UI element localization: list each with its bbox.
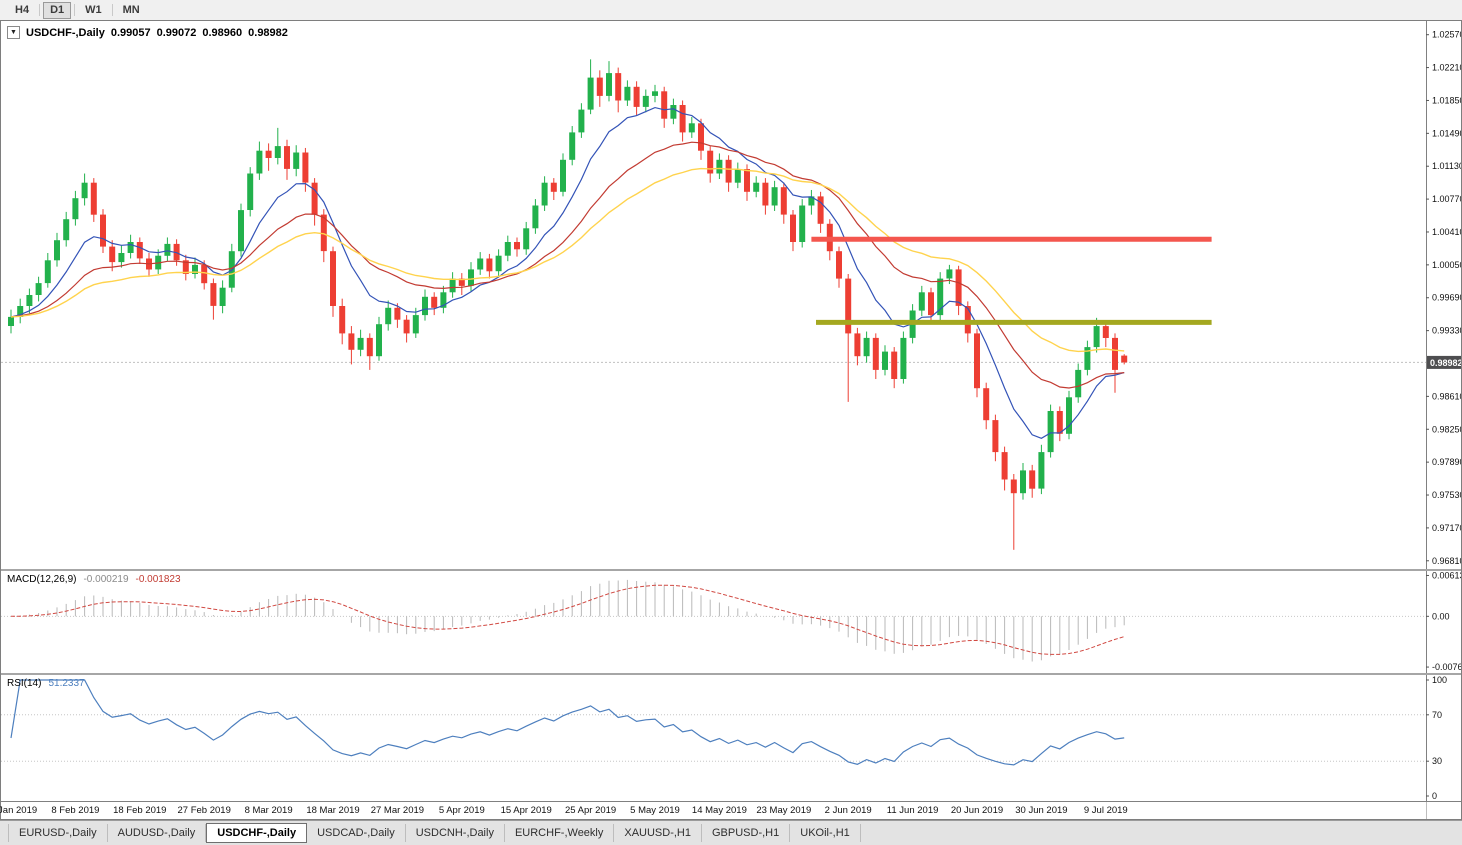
timeframe-button-h4[interactable]: H4 <box>8 2 36 19</box>
ma-mid-line <box>10 141 1125 389</box>
collapse-chart-icon[interactable]: ▼ <box>7 26 20 39</box>
svg-text:0.98982: 0.98982 <box>1430 358 1461 368</box>
timeframe-toolbar: H4 D1 W1 MN <box>0 0 1462 20</box>
x-axis-label: 8 Mar 2019 <box>244 805 293 816</box>
macd-signal-line <box>10 584 1125 655</box>
chart-tab-audusd[interactable]: AUDUSD-,Daily <box>108 824 207 842</box>
x-axis-label: 25 Apr 2019 <box>564 805 617 816</box>
x-axis-label: 18 Mar 2019 <box>306 805 360 816</box>
timeframe-button-d1[interactable]: D1 <box>43 1 72 19</box>
chart-tab-eurusd[interactable]: EURUSD-,Daily <box>8 824 108 842</box>
x-axis-label: 11 Jun 2019 <box>886 805 939 816</box>
macd-panel: 0.006130.00-0.00761 MACD(12,26,9)-0.0002… <box>1 571 1461 673</box>
timeframe-button-mn[interactable]: MN <box>116 2 147 19</box>
x-axis-label: 30 Jan 2019 <box>0 805 38 816</box>
toolbar-separator <box>111 4 113 16</box>
rsi-panel: 100 70 30 0 RSI(14) 51.2337 <box>1 675 1461 801</box>
macd-scale[interactable]: 0.00613 0.00 -0.00761 <box>1426 571 1461 673</box>
svg-text:100: 100 <box>1432 675 1447 685</box>
svg-text:0.00: 0.00 <box>1432 611 1450 621</box>
rsi-scale[interactable]: 100 70 30 0 <box>1426 675 1447 801</box>
chart-tab-usdcad[interactable]: USDCAD-,Daily <box>307 824 406 842</box>
macd-histogram <box>19 579 1125 662</box>
x-axis-label: 9 Jul 2019 <box>1083 805 1128 816</box>
x-axis-label: 15 Apr 2019 <box>500 805 552 816</box>
toolbar-separator <box>74 4 76 16</box>
svg-text:-0.00761: -0.00761 <box>1432 662 1461 672</box>
current-price-tag <box>1427 355 1461 369</box>
svg-text:30: 30 <box>1432 756 1442 766</box>
price-panel: 1.02570 1.02210 1.01850 1.01490 1.01130 1.007… <box>1 21 1461 569</box>
candles <box>8 59 1128 550</box>
rsi-line <box>10 679 1125 766</box>
x-axis-label: 20 Jun 2019 <box>950 805 1004 816</box>
svg-text:1.01850: 1.01850 <box>1432 95 1461 105</box>
x-axis-label: 2 Jun 2019 <box>824 805 872 816</box>
macd-canvas[interactable]: 0.00613 0.00 -0.00761 <box>1 571 1461 673</box>
x-axis-label: 27 Mar 2019 <box>370 805 425 816</box>
svg-text:1.00410: 1.00410 <box>1432 227 1461 237</box>
chart-tab-ukoil[interactable]: UKOil-,H1 <box>790 824 861 842</box>
svg-text:1.01130: 1.01130 <box>1432 161 1461 171</box>
x-axis-label: 14 May 2019 <box>691 805 747 816</box>
x-axis-label: 8 Feb 2019 <box>51 805 100 816</box>
timeframe-button-w1[interactable]: W1 <box>78 2 109 19</box>
svg-text:1.01490: 1.01490 <box>1432 128 1461 138</box>
panel-splitter[interactable] <box>1 673 1461 675</box>
svg-text:1.02210: 1.02210 <box>1432 63 1461 73</box>
svg-text:1.02570: 1.02570 <box>1432 30 1461 40</box>
chart-tab-gbpusd[interactable]: GBPUSD-,H1 <box>702 824 791 842</box>
scale-corner-divider <box>1426 802 1427 819</box>
chart-tab-eurchf[interactable]: EURCHF-,Weekly <box>505 824 615 842</box>
svg-text:1.00770: 1.00770 <box>1432 194 1461 204</box>
ma-fast-line <box>10 106 1125 439</box>
svg-text:0.00613: 0.00613 <box>1432 571 1461 580</box>
chart-window: 1.02570 1.02210 1.01850 1.01490 1.01130 1.007… <box>0 20 1462 820</box>
x-axis-label: 18 Feb 2019 <box>113 805 167 816</box>
panel-splitter[interactable] <box>1 569 1461 571</box>
price-scale[interactable]: 1.02570 1.02210 1.01850 1.01490 1.01130 1.007… <box>1426 21 1461 569</box>
rsi-canvas[interactable]: 100 70 30 0 <box>1 675 1461 801</box>
chart-tab-xauusd[interactable]: XAUUSD-,H1 <box>614 824 702 842</box>
x-axis-label: 5 Apr 2019 <box>438 805 485 816</box>
price-chart-canvas[interactable]: 1.02570 1.02210 1.01850 1.01490 1.01130 1.007… <box>1 21 1461 569</box>
svg-text:70: 70 <box>1432 710 1442 720</box>
time-axis[interactable]: 30 Jan 2019 8 Feb 2019 18 Feb 2019 27 Feb 2… <box>0 801 1461 819</box>
x-axis-label: 23 May 2019 <box>756 805 812 816</box>
ma-slow-line <box>10 167 1125 353</box>
toolbar-separator <box>39 4 41 16</box>
chart-tab-usdcnh[interactable]: USDCNH-,Daily <box>406 824 505 842</box>
svg-text:0: 0 <box>1432 791 1437 801</box>
x-axis-label: 27 Feb 2019 <box>177 805 231 816</box>
chart-tabs-bar: EURUSD-,Daily AUDUSD-,Daily USDCHF-,Dail… <box>0 820 1462 845</box>
x-axis-label: 30 Jun 2019 <box>1015 805 1068 816</box>
chart-tab-usdchf[interactable]: USDCHF-,Daily <box>206 823 308 843</box>
x-axis-label: 5 May 2019 <box>630 805 680 816</box>
